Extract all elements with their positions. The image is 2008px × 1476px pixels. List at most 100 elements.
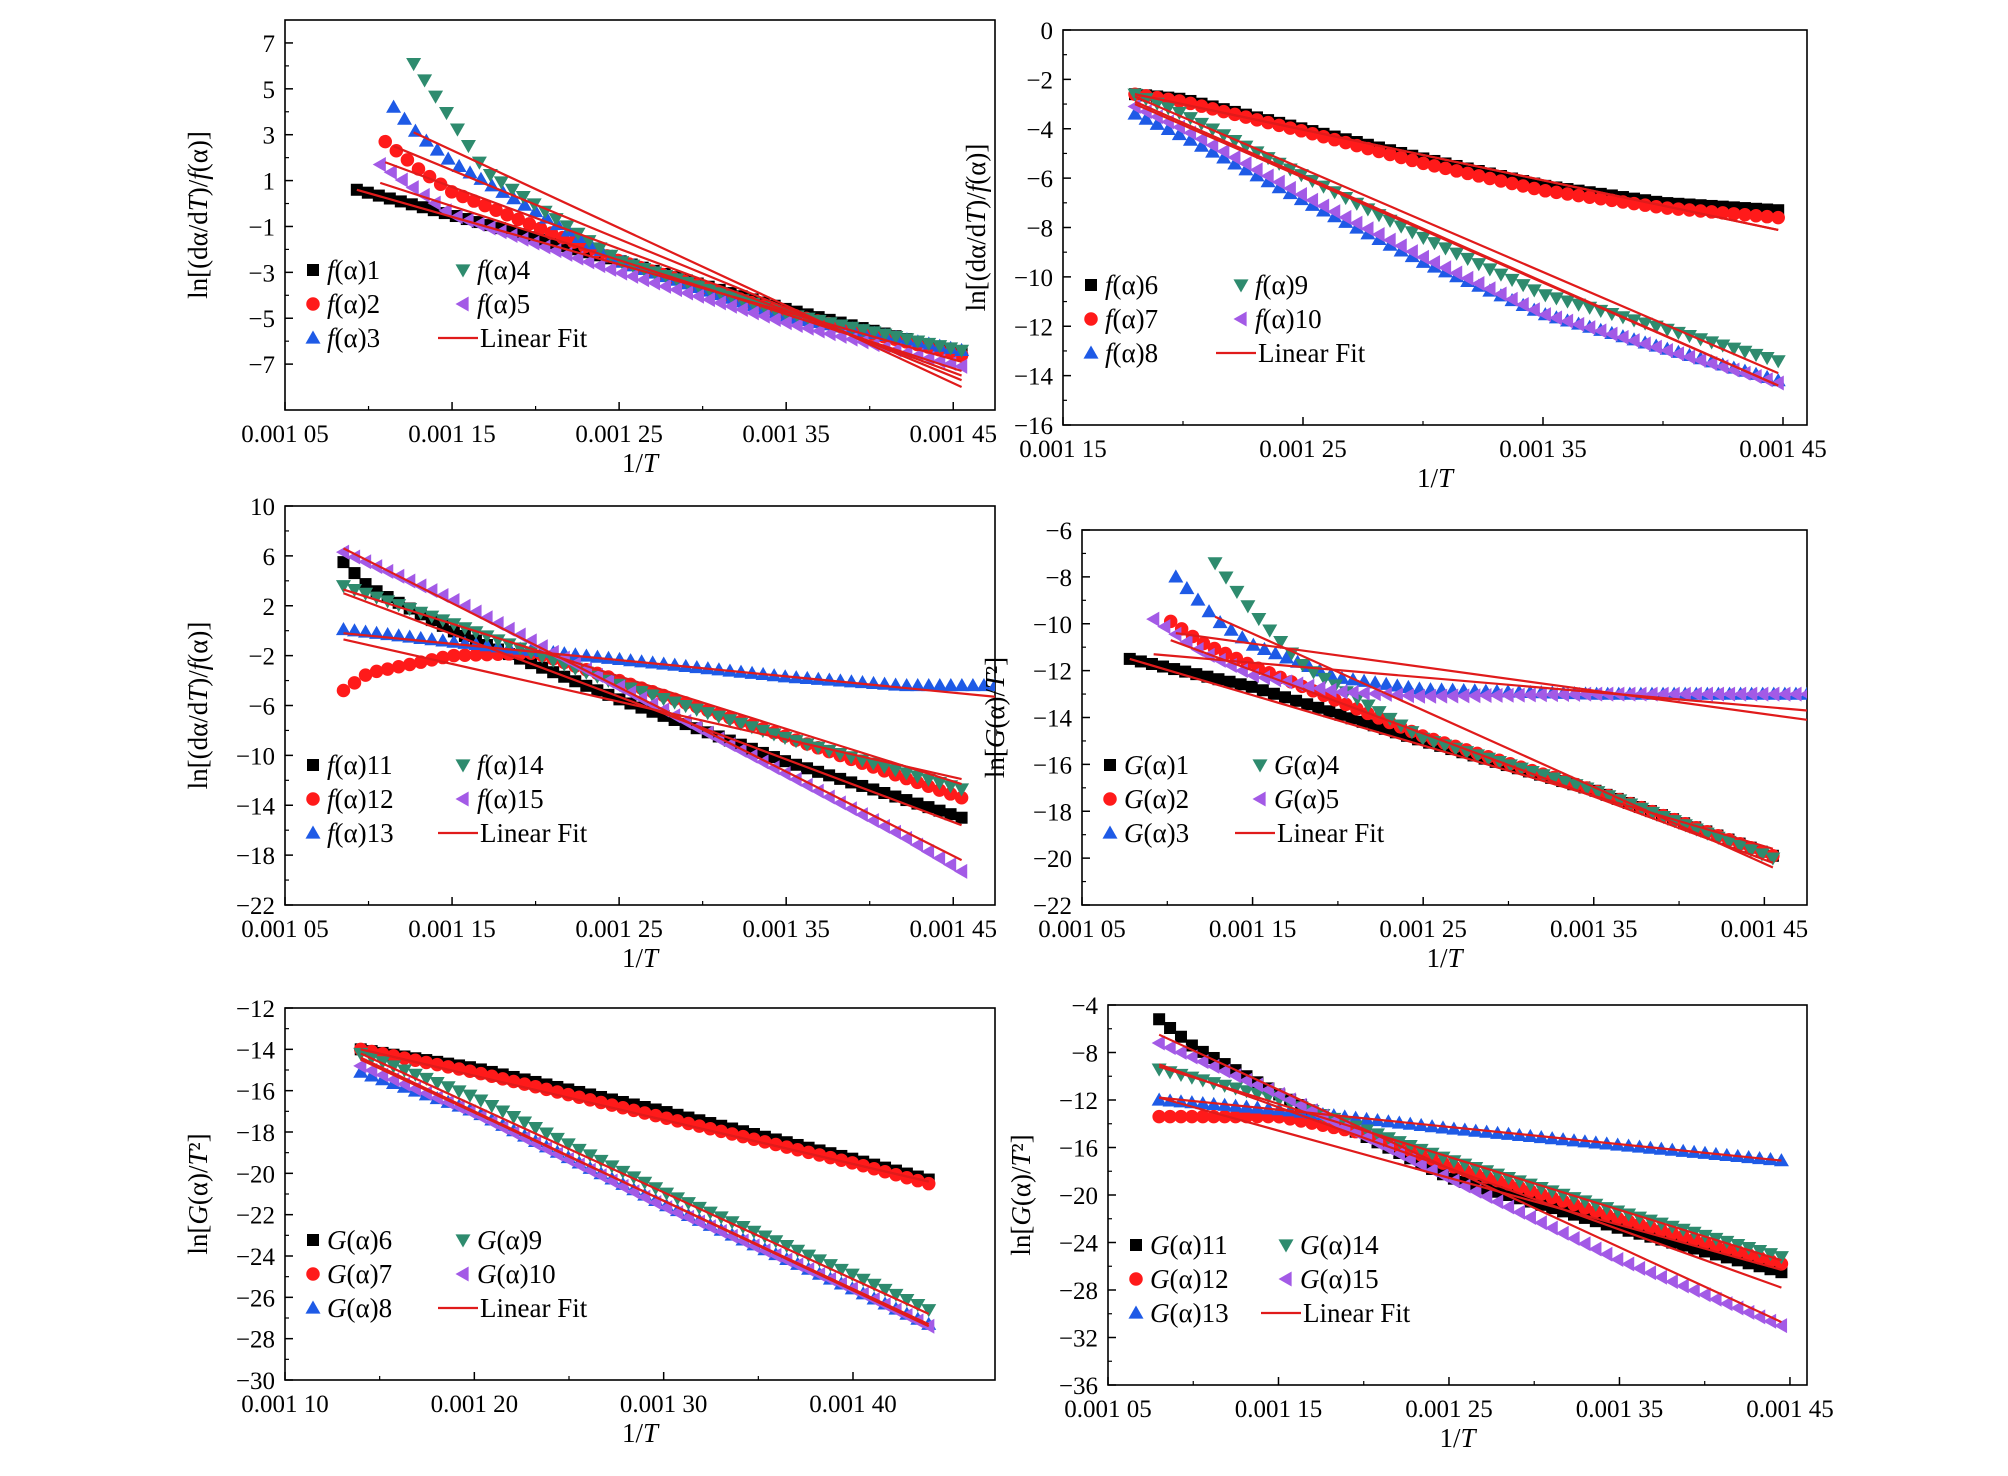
data-point xyxy=(1234,678,1247,691)
data-point xyxy=(790,1244,806,1258)
data-point xyxy=(528,1135,542,1151)
data-point xyxy=(1290,694,1303,707)
plot-frame xyxy=(284,19,996,411)
data-point xyxy=(1172,94,1187,108)
data-point xyxy=(1227,156,1243,170)
data-point xyxy=(369,664,384,679)
data-point xyxy=(954,863,968,879)
data-point xyxy=(746,1225,762,1239)
data-point xyxy=(1460,270,1474,286)
data-point xyxy=(1459,746,1475,760)
data-point xyxy=(1677,686,1691,702)
data-point xyxy=(1511,687,1525,703)
data-point xyxy=(1163,1109,1177,1124)
x-tick-label: 0.001 10 xyxy=(241,1391,329,1418)
data-point xyxy=(517,1130,531,1146)
legend-marker xyxy=(455,1234,471,1248)
y-tick-label: −5 xyxy=(248,306,275,333)
data-point xyxy=(1372,144,1386,159)
y-tick-label: −14 xyxy=(1014,364,1054,391)
data-point xyxy=(766,728,782,742)
data-point xyxy=(689,659,705,674)
data-point xyxy=(1610,1251,1624,1267)
data-point xyxy=(358,554,372,570)
data-point xyxy=(1356,685,1370,701)
legend: f(α)1 f(α)2 f(α)3 f(α)4 f(α)5 Linear Fit xyxy=(305,255,588,353)
data-point xyxy=(449,123,465,137)
data-point xyxy=(1293,186,1307,202)
legend-marker xyxy=(1084,312,1098,326)
data-point xyxy=(1267,646,1283,660)
data-point xyxy=(1515,279,1531,293)
data-point xyxy=(1405,153,1419,168)
y-tick-label: −3 xyxy=(248,260,275,287)
linear-fit-line xyxy=(343,588,962,786)
legend-marker xyxy=(1103,792,1117,806)
data-point xyxy=(844,1268,860,1282)
data-point xyxy=(788,771,802,787)
data-point xyxy=(1304,192,1319,208)
data-point xyxy=(495,1105,511,1119)
data-point xyxy=(1749,208,1763,223)
data-point xyxy=(900,1170,914,1185)
data-point xyxy=(1504,273,1520,288)
data-point xyxy=(679,285,693,301)
data-point xyxy=(348,567,361,580)
data-point xyxy=(440,151,456,165)
data-point xyxy=(1216,104,1231,119)
data-point xyxy=(495,1119,509,1135)
data-point xyxy=(369,559,383,575)
data-point xyxy=(406,57,422,72)
data-point xyxy=(1217,1063,1231,1079)
data-point xyxy=(600,650,616,664)
series-G15 xyxy=(1151,1035,1788,1334)
data-point xyxy=(451,1085,467,1099)
legend-label: G(α)11 xyxy=(1150,1230,1228,1260)
x-axis-title: 1/T xyxy=(622,448,660,478)
legend-label: f(α)12 xyxy=(327,784,394,814)
data-point xyxy=(933,804,946,817)
data-point xyxy=(549,1146,563,1162)
data-point xyxy=(700,707,716,721)
data-point xyxy=(593,1154,609,1168)
data-point xyxy=(1171,106,1187,120)
data-point xyxy=(1482,281,1496,297)
x-tick-label: 0.001 25 xyxy=(1405,1396,1493,1423)
data-point xyxy=(1173,1044,1187,1060)
data-point xyxy=(1312,701,1325,714)
data-point xyxy=(417,74,433,88)
data-point xyxy=(921,1304,937,1318)
data-point xyxy=(1345,712,1358,725)
data-point xyxy=(1755,686,1769,702)
data-point xyxy=(1393,238,1407,254)
linear-fit-line xyxy=(413,131,963,389)
legend-label: f(α)3 xyxy=(327,323,380,353)
y-tick-label: 3 xyxy=(263,123,276,150)
data-point xyxy=(1615,329,1629,345)
y-tick-label: −6 xyxy=(1045,518,1072,545)
legend-label: G(α)6 xyxy=(327,1225,392,1255)
data-point xyxy=(418,1072,434,1087)
plot-area xyxy=(1123,557,1807,869)
data-point xyxy=(1686,1282,1700,1298)
x-tick-label: 0.001 40 xyxy=(809,1391,897,1418)
data-point xyxy=(735,1233,749,1249)
data-point xyxy=(467,194,481,208)
legend-label: G(α)13 xyxy=(1150,1298,1229,1328)
legend-marker xyxy=(455,296,469,312)
data-point xyxy=(645,655,661,669)
data-point xyxy=(526,235,540,251)
plot-area xyxy=(1151,1013,1789,1334)
plot-area xyxy=(1127,87,1786,391)
data-point xyxy=(515,231,529,247)
data-point xyxy=(1312,680,1326,696)
y-tick-label: −10 xyxy=(236,743,275,770)
data-point xyxy=(1526,302,1540,318)
data-point xyxy=(1201,604,1217,618)
data-point xyxy=(1415,249,1429,265)
data-point xyxy=(1637,336,1651,352)
data-point xyxy=(429,1077,445,1091)
data-point xyxy=(1670,346,1685,362)
y-tick-label: 1 xyxy=(263,169,276,196)
legend-label: G(α)7 xyxy=(327,1259,392,1289)
